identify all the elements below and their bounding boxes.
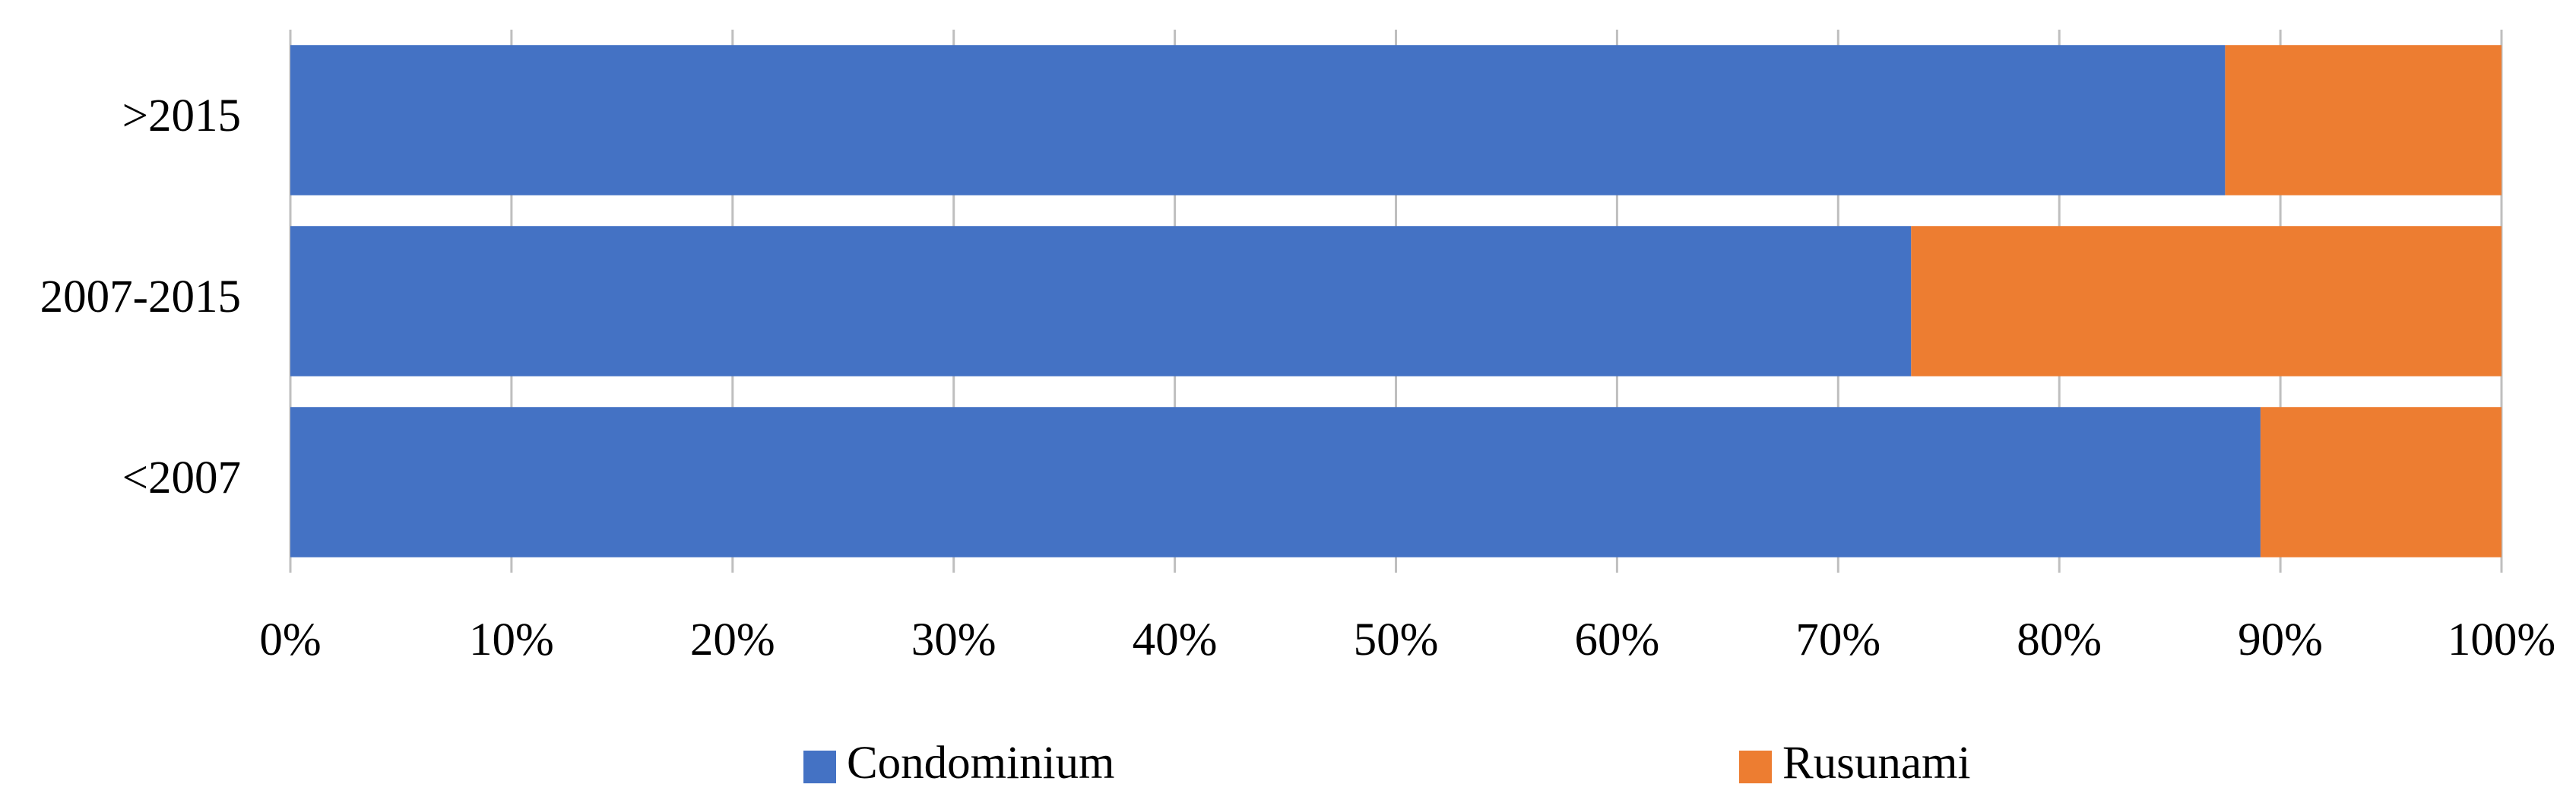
x-tick-label: 40% bbox=[1133, 614, 1218, 665]
x-tick-label: 90% bbox=[2238, 614, 2323, 665]
x-tick-label: 50% bbox=[1354, 614, 1439, 665]
x-tick-label: 20% bbox=[690, 614, 775, 665]
legend-label: Rusunami bbox=[1782, 738, 1970, 789]
bar-segment bbox=[290, 226, 1912, 376]
x-tick-label: 10% bbox=[469, 614, 554, 665]
bar-segment bbox=[1911, 226, 2502, 376]
bar-segment bbox=[290, 407, 2261, 557]
y-tick-label: >2015 bbox=[122, 90, 241, 141]
x-tick-label: 100% bbox=[2448, 614, 2555, 665]
bar-segment bbox=[2260, 407, 2502, 557]
legend-swatch bbox=[1739, 751, 1772, 783]
x-tick-label: 60% bbox=[1574, 614, 1659, 665]
bar-segment bbox=[290, 45, 2226, 195]
x-tick-label: 80% bbox=[2017, 614, 2102, 665]
legend-label: Condominium bbox=[847, 738, 1114, 789]
y-tick-label: <2007 bbox=[122, 452, 241, 503]
x-tick-label: 0% bbox=[259, 614, 321, 665]
legend-swatch bbox=[803, 751, 836, 783]
bar-segment bbox=[2225, 45, 2502, 195]
x-tick-label: 30% bbox=[911, 614, 996, 665]
x-tick-label: 70% bbox=[1795, 614, 1881, 665]
y-tick-label: 2007-2015 bbox=[40, 271, 241, 322]
